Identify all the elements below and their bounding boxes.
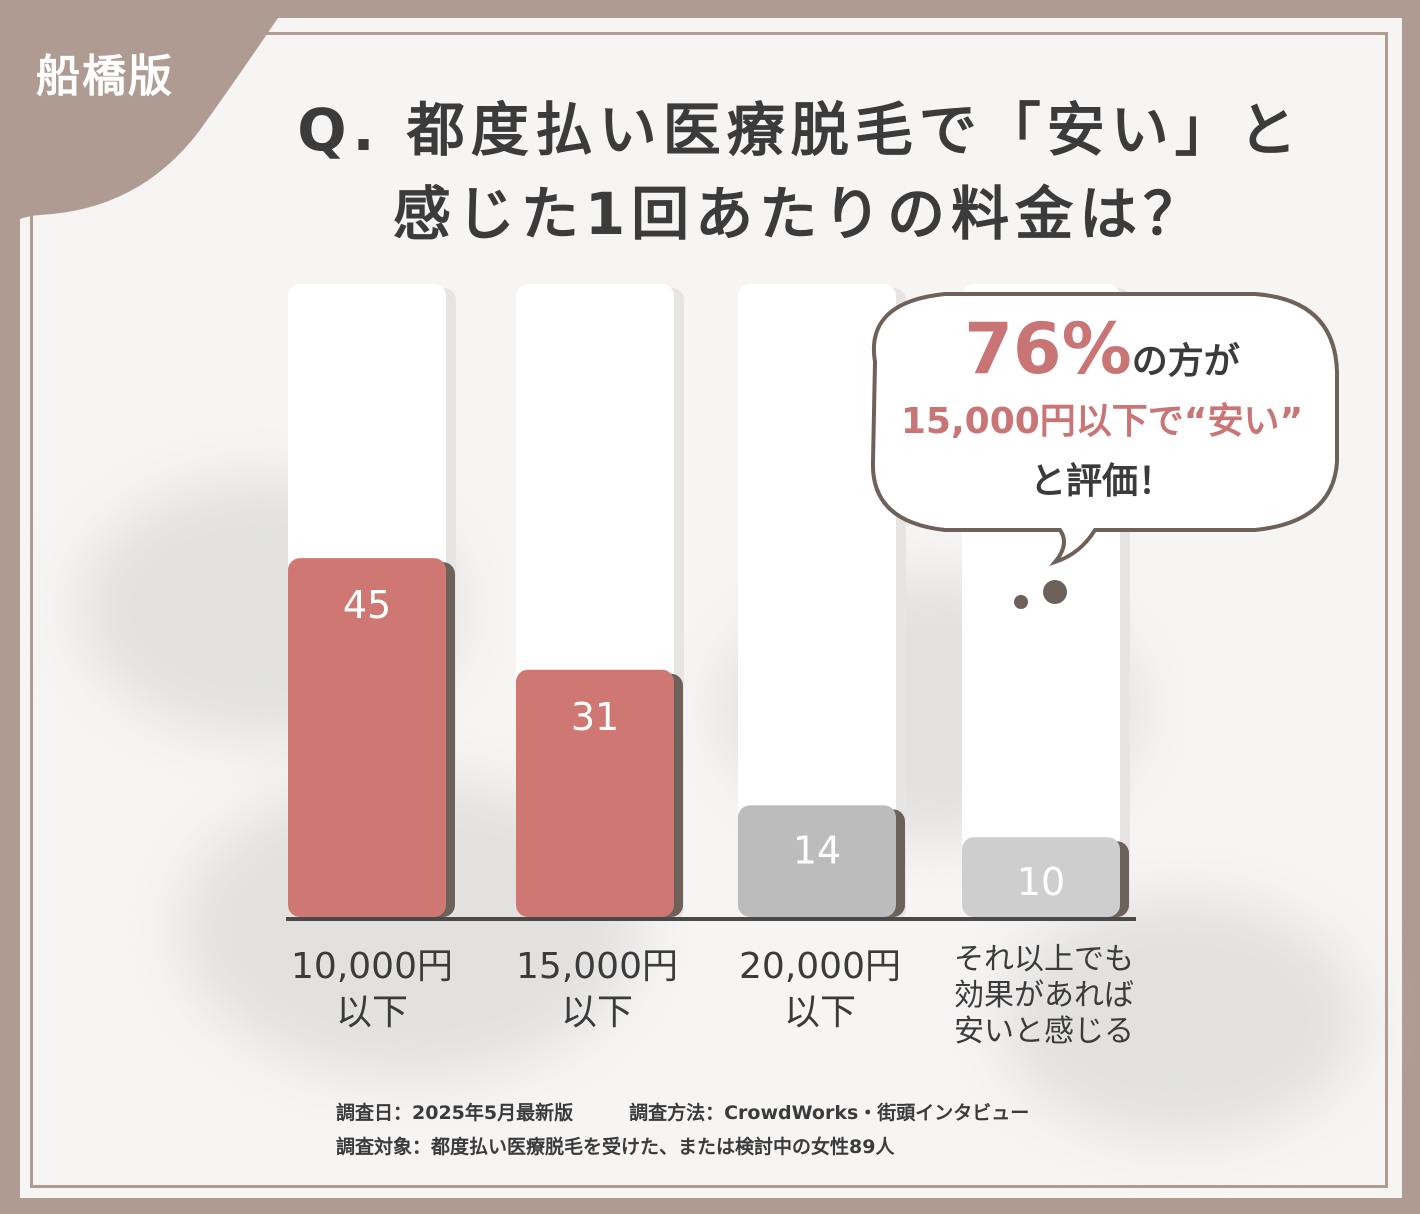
category-label-line: 効果があれば bbox=[954, 978, 1134, 1013]
callout-text: 76%の方が 15,000円以下で“安い” と評価！ bbox=[862, 308, 1342, 504]
bar-3 bbox=[962, 837, 1120, 917]
bar-1 bbox=[516, 669, 674, 917]
survey-footer: 調査日：2025年5月最新版 調査方法：CrowdWorks・街頭インタビュー 調… bbox=[336, 1096, 1029, 1164]
category-label-line: 20,000円 bbox=[739, 946, 901, 987]
category-label-above: それ以上でも 効果があれば 安いと感じる bbox=[934, 942, 1154, 1050]
category-label-10000: 10,000円 以下 bbox=[262, 944, 482, 1036]
footer-date: 調査日：2025年5月最新版 bbox=[336, 1102, 574, 1124]
bar-value-label-3: 10 bbox=[1017, 860, 1065, 904]
callout-line3: と評価！ bbox=[1029, 461, 1174, 502]
footer-method: 調査方法：CrowdWorks・街頭インタビュー bbox=[629, 1102, 1030, 1124]
title-line-1: Q. 都度払い医療脱毛で「安い」と bbox=[297, 96, 1303, 164]
bar-2 bbox=[738, 805, 896, 917]
category-label-line: 以下 bbox=[783, 992, 856, 1033]
category-label-line: 10,000円 bbox=[291, 946, 453, 987]
category-label-20000: 20,000円 以下 bbox=[710, 944, 930, 1036]
category-label-line: 以下 bbox=[560, 992, 633, 1033]
corner-tag-label: 船橋版 bbox=[36, 51, 174, 102]
category-label-line: 15,000円 bbox=[516, 946, 678, 987]
title-line-2: 感じた1回あたりの料金は？ bbox=[392, 180, 1208, 248]
callout-line2: 15,000円以下で“安い” bbox=[900, 401, 1304, 442]
callout-bubble bbox=[870, 292, 1339, 609]
category-label-15000: 15,000円 以下 bbox=[487, 944, 707, 1036]
x-axis-baseline bbox=[286, 917, 1136, 921]
bar-value-label-2: 14 bbox=[793, 828, 841, 872]
bar-track bbox=[738, 284, 896, 917]
footer-target: 調査対象：都度払い医療脱毛を受けた、または検討中の女性89人 bbox=[336, 1136, 895, 1158]
callout-percent: 76% bbox=[964, 308, 1132, 390]
chart-title: Q. 都度払い医療脱毛で「安い」と 感じた1回あたりの料金は？ bbox=[250, 88, 1350, 256]
category-label-line: それ以上でも bbox=[954, 942, 1134, 977]
frame-border bbox=[30, 32, 1388, 1188]
bar-value-label-1: 31 bbox=[571, 695, 619, 739]
bar-value-label-0: 45 bbox=[343, 583, 391, 627]
corner-tag-shape bbox=[0, 0, 290, 230]
bar-0 bbox=[288, 558, 446, 917]
callout-line1-rest: の方が bbox=[1131, 341, 1240, 382]
category-label-line: 安いと感じる bbox=[954, 1014, 1134, 1049]
category-label-line: 以下 bbox=[335, 992, 408, 1033]
